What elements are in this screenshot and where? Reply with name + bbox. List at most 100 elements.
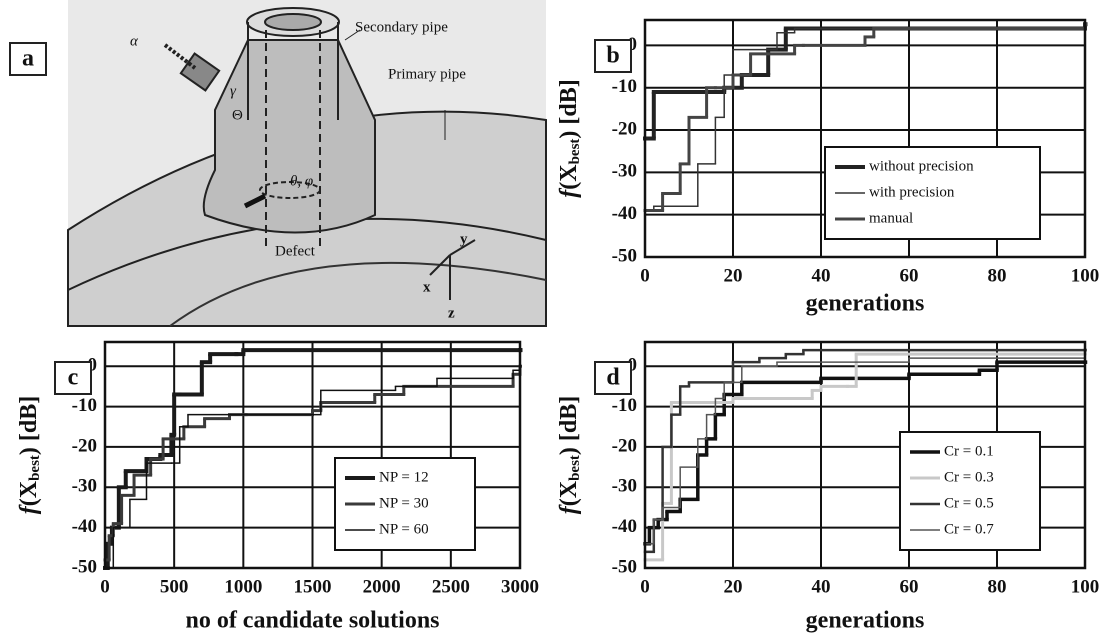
y-tick-label: -50 — [612, 245, 637, 266]
diagram-label: z — [448, 305, 455, 321]
y-label-end: ) [dB] — [556, 79, 582, 138]
x-axis-label: generations — [806, 291, 925, 317]
y-label-sub: best — [567, 455, 583, 481]
panel-label: d — [606, 365, 620, 391]
y-tick-label: -20 — [72, 435, 97, 456]
y-label-mid: (X — [556, 164, 582, 190]
secondary-pipe — [202, 39, 376, 234]
y-tick-label: -30 — [72, 476, 97, 497]
x-tick-label: 20 — [724, 576, 743, 597]
legend-label: manual — [869, 210, 913, 226]
y-tick-label: -20 — [612, 435, 637, 456]
x-tick-label: 0 — [640, 265, 650, 286]
legend-label: NP = 60 — [379, 521, 429, 537]
y-tick-label: 0 — [628, 34, 638, 55]
diagram-label: x — [423, 279, 431, 295]
x-tick-label: 80 — [988, 576, 1007, 597]
x-tick-label: 100 — [1071, 265, 1100, 286]
y-tick-label: 0 — [88, 355, 98, 376]
x-tick-label: 40 — [812, 576, 831, 597]
y-tick-label: -10 — [612, 395, 637, 416]
panel-label: a — [22, 46, 34, 72]
panel-box — [594, 361, 632, 395]
y-tick-label: -10 — [72, 395, 97, 416]
legend-label: NP = 30 — [379, 495, 429, 511]
chart: 0-10-20-30-40-500 500 1000 1500 2000 2500 3000… — [16, 340, 539, 634]
x-tick-label: 0 — [100, 576, 110, 597]
y-label-sub: best — [567, 139, 583, 165]
x-tick-label: 20 — [724, 265, 743, 286]
y-tick-label: 0 — [628, 355, 638, 376]
defect-arrow — [243, 193, 267, 209]
y-label-f: f — [556, 504, 582, 514]
diagram-label: Secondary pipe — [355, 19, 448, 35]
legend-label: Cr = 0.3 — [944, 469, 994, 485]
y-label-f: f — [16, 504, 42, 514]
diagram: a Secondary pipe Primary pipe Defect α γ… — [9, 0, 547, 327]
x-tick-label: 1000 — [224, 576, 262, 597]
x-tick-label: 2500 — [432, 576, 470, 597]
legend-label: without precision — [869, 158, 974, 174]
axis-y — [449, 239, 476, 256]
y-tick-label: -50 — [612, 556, 637, 577]
y-tick-label: -20 — [612, 118, 637, 139]
axis-x — [429, 254, 451, 276]
y-tick-label: -40 — [612, 203, 637, 224]
leader — [344, 29, 361, 41]
y-label-end: ) [dB] — [16, 396, 42, 455]
pipe-edge — [169, 261, 547, 327]
diagram-label: α — [130, 33, 139, 49]
y-axis-label: f(Xbest) [dB] — [16, 396, 44, 515]
x-axis-label: no of candidate solutions — [185, 608, 439, 634]
panel-label: c — [68, 365, 79, 391]
diagram-label: y — [460, 231, 468, 247]
x-tick-label: 1500 — [294, 576, 332, 597]
y-axis-label: f(Xbest) [dB] — [556, 396, 584, 515]
y-tick-label: -10 — [612, 76, 637, 97]
x-tick-label: 0 — [640, 576, 650, 597]
legend-label: Cr = 0.7 — [944, 521, 994, 537]
diagram-label: Θ — [232, 107, 243, 123]
x-tick-label: 100 — [1071, 576, 1100, 597]
diagram-label: γ — [230, 83, 237, 99]
legend-label: NP = 12 — [379, 469, 429, 485]
x-tick-label: 3000 — [501, 576, 539, 597]
diagram-label: Primary pipe — [388, 66, 466, 82]
x-axis-label: generations — [806, 608, 925, 634]
pipe-bore — [264, 13, 322, 31]
y-tick-label: -30 — [612, 476, 637, 497]
legend-label: Cr = 0.5 — [944, 495, 994, 511]
x-tick-label: 40 — [812, 265, 831, 286]
y-label-end: ) [dB] — [556, 396, 582, 455]
y-tick-label: -40 — [72, 516, 97, 537]
plot-frame — [643, 18, 1087, 259]
y-tick-label: -50 — [72, 556, 97, 577]
diagram-label: θ, φ — [290, 173, 313, 189]
x-tick-label: 500 — [160, 576, 189, 597]
y-axis-label: f(Xbest) [dB] — [556, 79, 584, 198]
x-tick-label: 60 — [900, 576, 919, 597]
panel-box — [9, 42, 47, 76]
y-label-mid: (X — [556, 480, 582, 506]
plot-frame — [103, 340, 522, 570]
y-tick-label: -30 — [612, 161, 637, 182]
probe-spring — [163, 43, 197, 70]
diagram-label: Defect — [275, 243, 316, 259]
plot-frame — [643, 340, 1087, 570]
x-tick-label: 2000 — [363, 576, 401, 597]
y-label-sub: best — [27, 455, 43, 481]
y-label-f: f — [556, 188, 582, 198]
x-tick-label: 80 — [988, 265, 1007, 286]
panel-box — [594, 39, 632, 73]
legend-label: with precision — [869, 184, 955, 200]
x-tick-label: 60 — [900, 265, 919, 286]
legend-label: Cr = 0.1 — [944, 443, 994, 459]
defect-ring — [259, 181, 321, 199]
y-tick-label: -40 — [612, 516, 637, 537]
panel-box — [54, 361, 92, 395]
y-label-mid: (X — [16, 480, 42, 506]
panel-label: b — [606, 43, 619, 69]
